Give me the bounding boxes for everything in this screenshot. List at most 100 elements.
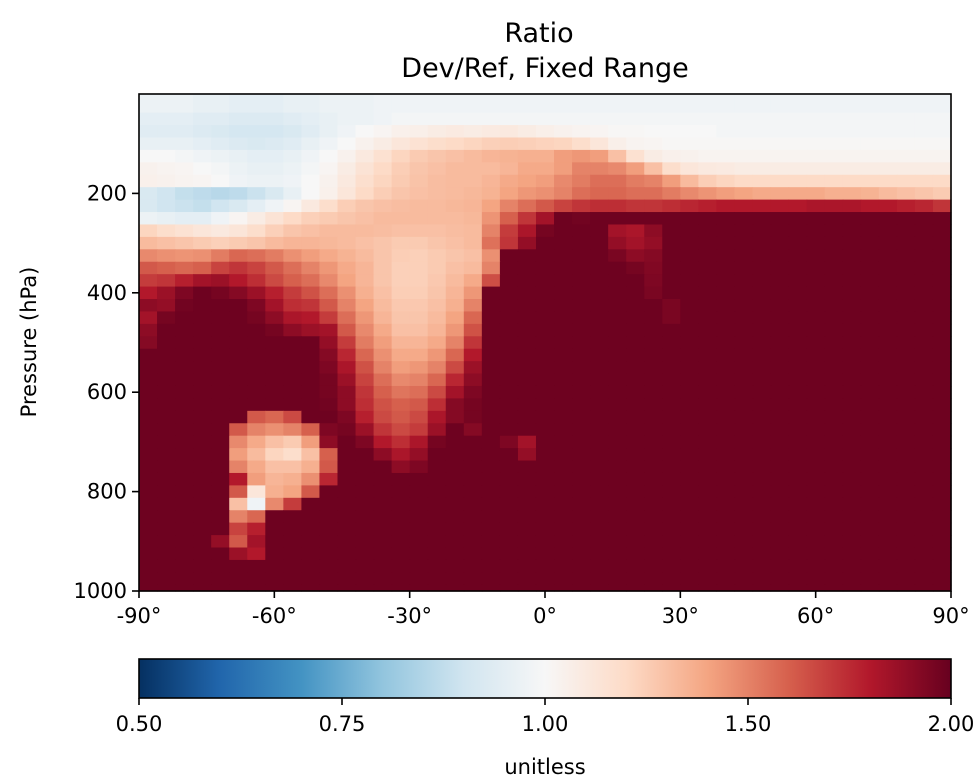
heatmap-cell [211,572,230,586]
heatmap-cell [445,199,465,213]
heatmap-cell [752,572,772,586]
heatmap-cell [680,125,699,139]
heatmap-cell [896,137,916,151]
heatmap-cell [391,398,411,412]
heatmap-cell [896,336,916,350]
heatmap-cell [193,187,212,201]
heatmap-cell [896,584,916,592]
heatmap-cell [878,212,898,226]
heatmap-cell [499,162,519,176]
heatmap-cell [301,435,321,449]
heatmap-cell [932,559,952,573]
heatmap-cell [283,323,302,337]
heatmap-cell [806,472,826,486]
heatmap-cell [535,236,555,250]
heatmap-cell [734,249,754,263]
heatmap-cell [301,497,321,511]
heatmap-cell [842,361,862,375]
heatmap-cell [193,547,212,561]
heatmap-cell [301,224,321,238]
heatmap-cell [554,274,573,288]
heatmap-cell [896,286,916,300]
heatmap-cell [644,373,663,387]
heatmap-cell [391,224,411,238]
heatmap-cell [842,535,862,549]
heatmap-cell [860,410,880,424]
heatmap-cell [463,522,483,536]
heatmap-cell [301,535,321,549]
heatmap-cell [409,460,429,474]
heatmap-cell [824,373,844,387]
heatmap-cell [932,94,952,114]
heatmap-cell [157,472,176,486]
heatmap-cell [572,373,591,387]
heatmap-cell [499,348,519,362]
heatmap-cell [590,274,609,288]
heatmap-cell [554,286,573,300]
heatmap-cell [499,137,519,151]
heatmap-cell [680,510,699,524]
heatmap-cell [211,174,230,188]
heatmap-cell [535,485,555,499]
heatmap-cell [211,448,230,462]
heatmap-cell [752,485,772,499]
heatmap-cell [445,323,465,337]
heatmap-cell [265,261,284,275]
y-tick-label: 800 [87,480,127,504]
heatmap-cell [157,112,176,126]
heatmap-cell [608,311,627,325]
heatmap-cell [662,510,681,524]
heatmap-cell [373,187,393,201]
heatmap-cell [355,112,375,126]
heatmap-cell [499,584,519,592]
heatmap-cell [175,224,194,238]
heatmap-cell [499,472,519,486]
heatmap-cell [932,460,952,474]
heatmap-cell [896,535,916,549]
heatmap-cell [337,249,357,263]
heatmap-cell [734,286,754,300]
heatmap-cell [644,472,663,486]
heatmap-cell [860,336,880,350]
heatmap-cell [517,261,537,275]
heatmap-cell [806,162,826,176]
heatmap-cell [788,423,808,437]
heatmap-cell [517,435,537,449]
heatmap-cell [175,385,194,400]
heatmap-cell [517,336,537,350]
heatmap-cell [878,261,898,275]
heatmap-cell [463,236,483,250]
heatmap-cell [265,448,284,462]
heatmap-cell [373,212,393,226]
heatmap-cell [662,584,681,592]
heatmap-cell [463,125,483,139]
chart-subtitle: Dev/Ref, Fixed Range [401,53,688,84]
heatmap-cell [499,224,519,238]
heatmap-cell [752,361,772,375]
heatmap-cell [481,274,501,288]
heatmap-cell [752,385,772,400]
heatmap-cell [319,112,339,126]
heatmap-cell [698,261,718,275]
heatmap-cell [824,112,844,126]
heatmap-cell [914,187,934,201]
heatmap-cell [824,174,844,188]
heatmap-cell [734,299,754,313]
heatmap-cell [139,584,158,592]
heatmap-cell [788,224,808,238]
heatmap-cell [626,286,645,300]
heatmap-cell [698,125,718,139]
x-tick-label: -90° [117,604,162,628]
heatmap-cell [842,94,862,114]
heatmap-cell [517,162,537,176]
heatmap-cell [265,212,284,226]
heatmap-cell [247,385,266,400]
heatmap-cell [914,497,934,511]
heatmap-cell [644,497,663,511]
heatmap-cell [734,174,754,188]
heatmap-cell [463,398,483,412]
heatmap-cell [319,94,339,114]
heatmap-cell [878,435,898,449]
heatmap-cell [842,497,862,511]
heatmap-cell [193,497,212,511]
